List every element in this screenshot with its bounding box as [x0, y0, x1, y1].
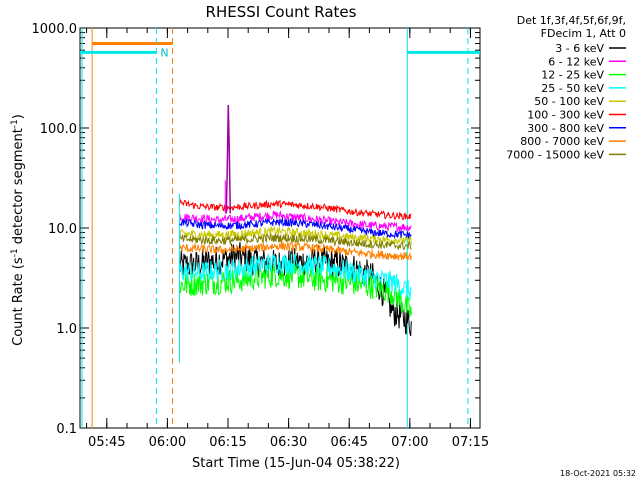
legend-label-3: 25 - 50 keV	[541, 82, 604, 95]
y-tick-label: 0.1	[56, 422, 77, 437]
x-tick-label: 06:00	[149, 435, 186, 450]
y-label-sup: -1	[10, 119, 20, 128]
y-label-part: Count Rate (s	[11, 257, 26, 346]
y-axis-label: Count Rate (s-1 detector segment-1)	[10, 114, 26, 346]
legend-label-6: 300 - 800 keV	[527, 122, 604, 135]
y-tick-label: 1.0	[56, 322, 77, 337]
chart-title: RHESSI Count Rates	[206, 3, 357, 21]
y-tick-label: 1000.0	[32, 22, 78, 37]
series-line	[178, 225, 412, 245]
series-line	[179, 232, 412, 251]
legend-label-0: 3 - 6 keV	[555, 42, 604, 55]
legend-label-5: 100 - 300 keV	[527, 109, 604, 122]
legend-header-line-1: Det 1f,3f,4f,5f,6f,9f,	[517, 14, 626, 27]
legend-label-7: 800 - 7000 keV	[520, 135, 604, 148]
x-tick-label: 07:00	[391, 435, 428, 450]
y-tick-label: 100.0	[40, 122, 77, 137]
y-tick-label: 10.0	[48, 222, 77, 237]
y-label-sup: -1	[10, 248, 20, 257]
x-axis-label: Start Time (15-Jun-04 05:38:22)	[192, 456, 400, 471]
x-tick-label: 05:45	[88, 435, 125, 450]
legend-label-2: 12 - 25 keV	[541, 69, 604, 82]
series-line	[178, 216, 412, 240]
y-label-part: )	[11, 114, 26, 119]
x-tick-label: 06:15	[209, 435, 246, 450]
legend-label-8: 7000 - 15000 keV	[506, 148, 604, 161]
series-line	[178, 252, 412, 301]
series-line	[178, 198, 412, 221]
legend-label-4: 50 - 100 keV	[534, 95, 604, 108]
series-line	[178, 241, 412, 261]
legend-header-line-2: FDecim 1, Att 0	[541, 27, 626, 40]
flare-spike	[225, 104, 232, 214]
x-tick-label: 06:30	[270, 435, 307, 450]
x-tick-label: 07:15	[452, 435, 489, 450]
legend-label-1: 6 - 12 keV	[548, 55, 604, 68]
y-label-part: detector segment	[11, 128, 26, 248]
plot-area: 1000.0 100.0 10.0 1.0 0.1 05:45 06:00 06:15 06:3…	[32, 22, 490, 450]
footer-date: 18-Oct-2021 05:32	[560, 469, 636, 478]
night-marker-label: N	[160, 46, 168, 59]
x-tick-label: 06:45	[330, 435, 367, 450]
